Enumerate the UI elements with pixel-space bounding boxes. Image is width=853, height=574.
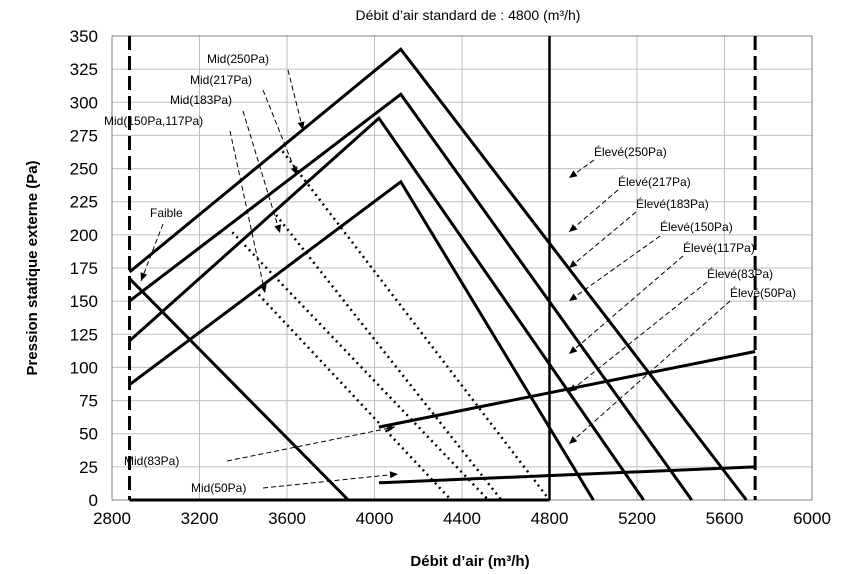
annotation-leader (287, 69, 304, 131)
series-lines (128, 47, 756, 502)
y-tick-label: 250 (70, 160, 98, 179)
annotation-leader (242, 110, 281, 234)
series-line (378, 465, 756, 485)
annotation-arrowhead (569, 384, 578, 392)
reference-lines (128, 36, 757, 500)
x-tick-label: 4800 (531, 509, 569, 528)
annotation-arrowhead (569, 346, 578, 354)
annotation-arrowhead (569, 224, 578, 232)
annotation-label: Élevé(183Pa) (636, 196, 709, 211)
annotation-leader (262, 89, 298, 176)
y-tick-label: 350 (70, 27, 98, 46)
annotation-leader (226, 426, 396, 462)
annotation-label: Mid(150Pa,117Pa) (104, 114, 203, 128)
annotations: Mid(250Pa) Mid(217Pa) Mid(183Pa) Mid(150Pa,… (104, 52, 796, 495)
annotation-arrowhead (569, 436, 578, 444)
annotation-arrowhead (569, 293, 578, 301)
annotation-label: Élevé(150Pa) (660, 219, 733, 234)
y-axis-title: Pression statique externe (Pa) (24, 160, 41, 375)
annotation-leader (568, 211, 637, 269)
y-tick-label: 175 (70, 259, 98, 278)
annotation-label: Mid(217Pa) (190, 73, 252, 87)
annotation-arrowhead (297, 121, 305, 130)
annotation-leader (568, 235, 661, 302)
series-line (128, 179, 595, 501)
x-tick-label: 4400 (443, 509, 481, 528)
annotation-label: Élevé(250Pa) (594, 144, 667, 159)
annotation-leader (568, 189, 619, 233)
annotation-leader (568, 281, 708, 393)
annotation-leader (229, 130, 266, 294)
annotation-arrowhead (389, 471, 398, 479)
x-tick-label: 3200 (181, 509, 219, 528)
annotation-leader (140, 223, 164, 282)
annotation-leader (568, 300, 731, 445)
annotation-arrowhead (259, 284, 267, 293)
x-tick-label: 5600 (706, 509, 744, 528)
annotation-label: Élevé(50Pa) (730, 285, 796, 300)
x-tick-label: 3600 (268, 509, 306, 528)
annotation-label: Mid(250Pa) (207, 52, 269, 66)
annotation-leader (262, 473, 399, 489)
annotation-label: Élevé(117Pa) (683, 240, 755, 255)
annotation-leader (568, 255, 684, 355)
x-tick-label: 4000 (356, 509, 394, 528)
annotation-label: Mid(183Pa) (170, 93, 232, 107)
annotation-label: Mid(83Pa) (124, 454, 179, 468)
chart-title: Débit d’air standard de : 4800 (m³/h) (356, 7, 581, 23)
annotation-arrowhead (569, 260, 578, 268)
series-line (128, 47, 748, 501)
series-line (257, 293, 453, 501)
annotation-label: Élevé(217Pa) (618, 174, 691, 189)
series-line (275, 214, 503, 501)
y-tick-label: 150 (70, 292, 98, 311)
x-axis-title: Débit d’air (m³/h) (410, 553, 529, 570)
annotation-label: Élevé(83Pa) (707, 266, 773, 281)
series-line (128, 92, 693, 501)
x-tick-label: 5200 (618, 509, 656, 528)
y-tick-label: 100 (70, 358, 98, 377)
annotation-label: Mid(50Pa) (191, 481, 246, 495)
annotation-arrowhead (140, 272, 148, 281)
y-tick-label: 225 (70, 193, 98, 212)
series-line (128, 115, 645, 501)
tick-labels: 0 25 50 75 100 125 150 175 200 225 250 275 300 325 350… (70, 27, 831, 528)
y-tick-label: 75 (79, 392, 98, 411)
annotation-arrowhead (569, 170, 578, 178)
y-tick-label: 200 (70, 226, 98, 245)
y-tick-label: 275 (70, 126, 98, 145)
series-line (231, 231, 490, 501)
series-line (378, 350, 756, 429)
annotation-arrowhead (290, 166, 298, 175)
y-tick-label: 0 (89, 491, 98, 510)
x-tick-label: 2800 (93, 509, 131, 528)
y-tick-label: 125 (70, 325, 98, 344)
y-tick-label: 50 (79, 425, 98, 444)
annotation-label: Faible (150, 206, 183, 220)
annotation-arrowhead (386, 425, 395, 432)
annotation-arrowhead (274, 224, 281, 233)
y-tick-label: 325 (70, 60, 98, 79)
x-tick-label: 6000 (793, 509, 831, 528)
y-tick-label: 300 (70, 93, 98, 112)
series-line (281, 150, 551, 501)
series-line (128, 277, 350, 502)
y-tick-label: 25 (79, 458, 98, 477)
